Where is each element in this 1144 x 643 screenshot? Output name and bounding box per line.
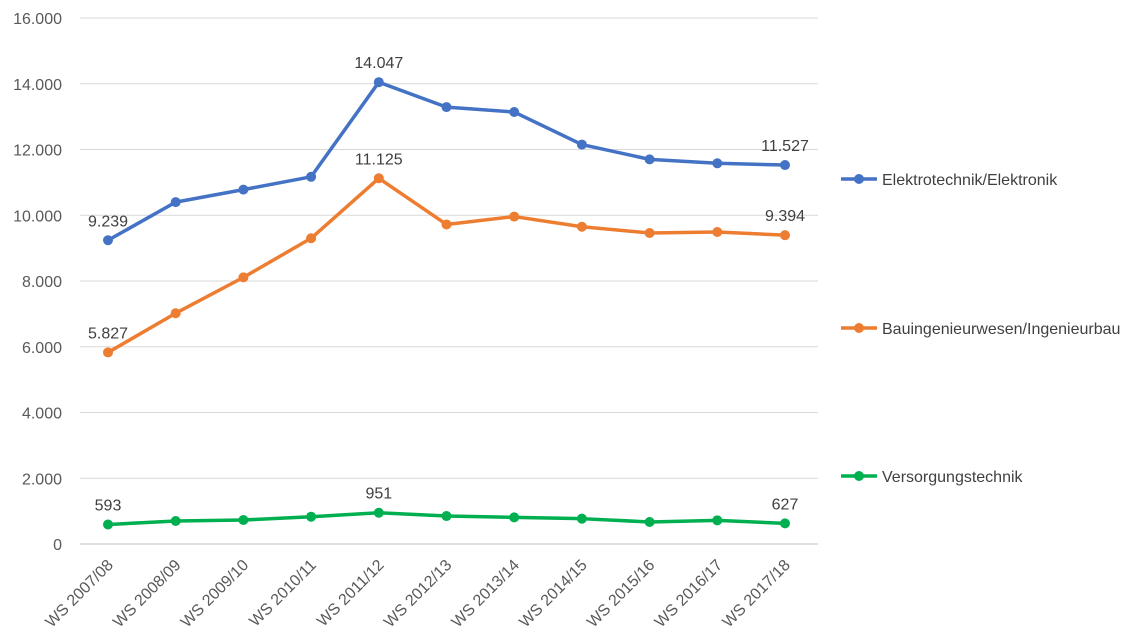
data-label: 14.047 (354, 55, 403, 72)
data-label: 9.239 (88, 213, 128, 230)
x-tick-label: WS 2009/10 (178, 557, 252, 631)
y-tick-label: 12.000 (13, 143, 62, 160)
series-versorgungstechnik (103, 507, 790, 530)
data-point (644, 154, 655, 165)
x-tick-label: WS 2010/11 (246, 557, 320, 631)
x-tick-label: WS 2016/17 (652, 557, 726, 631)
data-point (170, 197, 181, 208)
data-label: 9.394 (765, 208, 805, 225)
series-bauingenieurwesen-ingenieurbau (103, 173, 790, 358)
data-point (712, 158, 723, 169)
legend-item: Bauingenieurwesen/Ingenieurbau (841, 321, 1120, 338)
y-tick-label: 6.000 (22, 340, 62, 357)
data-point (780, 160, 790, 171)
legend: Elektrotechnik/Elektronik Bauingenieurwes… (841, 172, 1120, 486)
legend-marker (854, 174, 864, 184)
y-tick-label: 0 (53, 537, 62, 554)
data-point (373, 507, 384, 518)
data-point (780, 518, 790, 529)
data-label: 593 (95, 498, 122, 515)
gridlines (80, 17, 818, 545)
legend-label: Bauingenieurwesen/Ingenieurbau (882, 321, 1120, 338)
data-label: 5.827 (88, 325, 128, 342)
legend-label: Elektrotechnik/Elektronik (882, 172, 1058, 189)
data-point (306, 511, 317, 522)
data-point (103, 347, 113, 358)
x-tick-label: WS 2014/15 (516, 557, 590, 631)
x-tick-label: WS 2012/13 (381, 557, 455, 631)
data-point (441, 102, 452, 113)
data-point (576, 513, 587, 524)
data-label: 627 (772, 496, 799, 513)
x-tick-label: WS 2011/12 (314, 557, 388, 631)
data-label: 11.527 (761, 138, 809, 155)
y-tick-label: 2.000 (22, 471, 62, 488)
data-point (509, 512, 520, 523)
data-point (238, 184, 249, 195)
y-tick-label: 10.000 (13, 208, 62, 225)
y-tick-label: 8.000 (22, 274, 62, 291)
legend-item: Versorgungstechnik (841, 469, 1024, 486)
x-tick-label: WS 2013/14 (449, 557, 523, 631)
data-point (780, 230, 790, 241)
data-point (644, 228, 655, 239)
data-point (103, 235, 113, 246)
data-point (170, 515, 181, 526)
y-tick-label: 14.000 (13, 77, 62, 94)
x-tick-label: WS 2015/16 (584, 557, 658, 631)
data-point (238, 272, 249, 283)
data-label: 11.125 (355, 151, 403, 168)
y-tick-label: 16.000 (13, 11, 62, 28)
x-tick-label: WS 2008/09 (110, 557, 184, 631)
legend-item: Elektrotechnik/Elektronik (841, 172, 1058, 189)
data-labels: 9.239 14.047 11.527 5.827 11.125 9.394 593 951 6… (88, 55, 809, 514)
y-axis: 0 2.000 4.000 6.000 8.000 10.000 12.000 14.000 1… (13, 11, 62, 554)
data-point (576, 221, 587, 232)
legend-marker (854, 471, 864, 481)
data-point (644, 516, 655, 527)
x-tick-label: WS 2007/08 (43, 557, 117, 631)
x-tick-label: WS 2017/18 (720, 557, 794, 631)
data-point (306, 233, 317, 244)
data-label: 951 (365, 486, 392, 503)
data-point (238, 515, 249, 526)
data-point (441, 511, 452, 522)
data-point (306, 171, 317, 182)
y-tick-label: 4.000 (22, 406, 62, 423)
data-point (103, 519, 113, 530)
series-elektrotechnik-elektronik (103, 77, 790, 246)
data-point (170, 308, 181, 319)
data-point (712, 227, 723, 238)
data-point (509, 107, 520, 118)
data-point (373, 173, 384, 184)
data-point (509, 211, 520, 222)
series-line (106, 176, 787, 355)
data-point (373, 77, 384, 88)
data-point (576, 139, 587, 150)
series-layer (103, 77, 790, 530)
data-point (712, 515, 723, 526)
legend-marker (854, 323, 864, 333)
data-point (441, 219, 452, 230)
legend-label: Versorgungstechnik (882, 469, 1024, 486)
